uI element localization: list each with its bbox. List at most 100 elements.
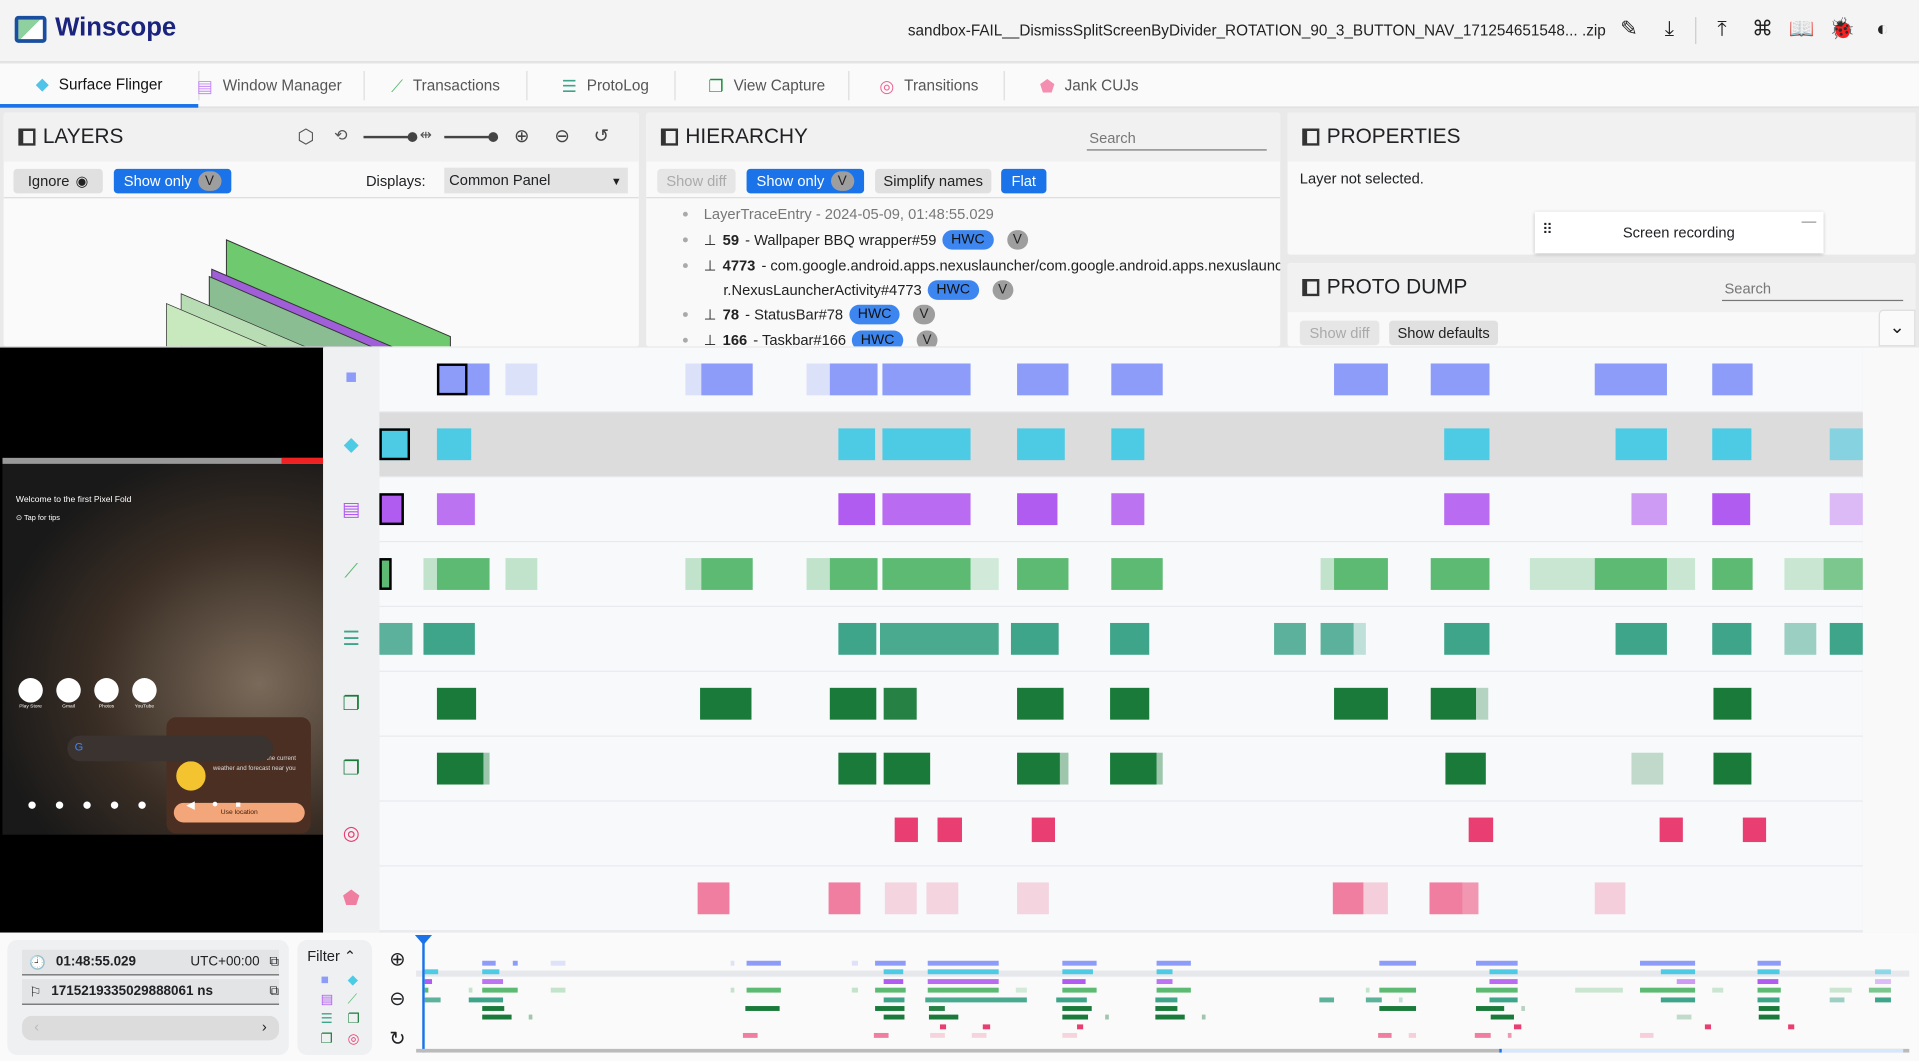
filter-list-icon[interactable]: ☰ [320,1012,333,1027]
timeline-entry[interactable] [1712,428,1752,461]
timeline-entry[interactable] [829,363,878,396]
timeline-entry[interactable] [1429,882,1463,915]
copy-icon[interactable]: ⧉ [269,954,280,969]
ns-field[interactable]: ⚐ 1715219335029888061 ns ⧉ [22,979,279,1005]
current-time-cursor[interactable] [414,935,433,1053]
minimap-scrollbar[interactable] [416,1048,1910,1053]
timeline-entry[interactable] [1334,687,1388,720]
tab-window-manager[interactable]: ▤ Window Manager [175,64,363,108]
timeline-entry[interactable] [1430,687,1477,720]
drag-handle-icon[interactable]: ⠿ [1542,220,1553,238]
google-search-bar[interactable]: G [67,735,273,762]
timeline-entry[interactable] [1111,428,1145,461]
theme-icon[interactable]: ◐ [1876,17,1889,41]
timeline-entry[interactable] [1829,622,1863,655]
zoom-in-icon[interactable]: ⊕ [514,126,530,147]
collapse-panel-icon[interactable] [660,128,679,146]
timeline-entry[interactable] [1462,882,1479,915]
timeline-entry[interactable] [879,622,999,655]
tree-item[interactable]: ⊥ 59 - Wallpaper BBQ wrapper#59 HWC V [682,230,1028,250]
timeline-entry[interactable] [829,558,878,590]
pin-icon[interactable]: ⊥ [703,331,717,347]
show-diff-button[interactable]: Show diff [1299,320,1380,346]
timeline-entry[interactable] [1110,687,1150,720]
rotation-slider[interactable] [363,132,418,142]
tab-view-capture[interactable]: ❐ View Capture [685,64,848,108]
timeline-entry[interactable] [1529,558,1595,590]
timeline-entry[interactable] [436,687,477,720]
tab-protolog[interactable]: ☰ ProtoLog [536,64,674,108]
timeline-entry[interactable] [1017,363,1069,396]
filter-copy-icon[interactable]: ❐ [347,1012,360,1027]
zoom-out-icon[interactable]: ⊖ [389,988,406,1010]
show-only-button[interactable]: Show only V [746,168,865,194]
timeline-entry[interactable] [882,428,971,461]
timeline-entry[interactable] [1320,622,1354,655]
timeline-entry[interactable] [697,882,730,915]
pin-icon[interactable]: ⊥ [703,305,717,324]
timeline-entry[interactable] [1631,493,1667,526]
timeline-entry[interactable] [1712,622,1752,655]
timeline-entry[interactable] [423,622,475,655]
timeline-entry[interactable] [829,687,877,720]
timeline-entry[interactable] [1444,493,1490,526]
timeline-entry[interactable] [884,882,917,915]
timeline-row-protolog[interactable] [379,607,1863,672]
use-location-button[interactable]: Use location [173,802,305,823]
ignore-button[interactable]: Ignore ◉ [13,168,103,194]
timeline-entry[interactable] [379,428,411,461]
timeline-entry[interactable] [1320,558,1335,590]
tips-link[interactable]: ⊙ Tap for tips [15,515,60,523]
tab-surface-flinger[interactable]: ◆ Surface Flinger [0,64,199,108]
timeline-entry[interactable] [1444,428,1490,461]
timeline-entry[interactable] [1017,687,1064,720]
prev-entry-icon[interactable]: ‹ [34,1018,40,1036]
timeline-entry[interactable] [701,363,753,396]
timeline-entry[interactable] [505,363,538,396]
timeline-entry[interactable] [700,687,752,720]
zoom-out-icon[interactable]: ⊖ [554,126,570,147]
filter-window-icon[interactable]: ▤ [320,992,334,1008]
timeline-entry[interactable] [505,558,538,590]
layers-3d-canvas[interactable] [3,199,639,347]
timeline-row-jank-cujs[interactable] [379,866,1863,932]
timeline-entry[interactable] [1017,558,1069,590]
timeline-entry[interactable] [1017,428,1065,461]
timeline-entry[interactable] [1111,558,1163,590]
proto-search-input[interactable]: Search [1722,278,1904,302]
show-defaults-button[interactable]: Show defaults [1389,320,1499,346]
timeline-entry[interactable] [467,363,490,396]
timeline-entry[interactable] [1274,622,1306,655]
timeline-entry[interactable] [1829,493,1863,526]
tree-item[interactable]: ⊥ 78 - StatusBar#78 HWC V [682,304,935,325]
zoom-in-icon[interactable]: ⊕ [389,949,406,971]
timeline-entry[interactable] [1110,752,1157,785]
timeline-entry[interactable] [379,558,392,590]
timeline-entry[interactable] [838,752,877,785]
show-diff-button[interactable]: Show diff [657,168,736,194]
app-icon[interactable]: YouTube [127,678,161,709]
timeline-entry[interactable] [1615,622,1667,655]
timeline-entry[interactable] [1823,558,1863,590]
timeline-row-transitions[interactable] [379,801,1863,867]
filter-rings-icon[interactable]: ◎ [347,1031,360,1047]
filter-video-icon[interactable]: ■ [320,973,329,988]
timeline-entry[interactable] [685,558,702,590]
timeline-entry[interactable] [379,622,413,655]
timeline-entry[interactable] [1017,882,1049,915]
hierarchy-search-input[interactable]: Search [1086,127,1267,151]
timeline-entry[interactable] [1713,687,1752,720]
timeline-entry[interactable] [806,363,830,396]
edit-icon[interactable]: ✎ [1620,17,1638,41]
minimize-icon[interactable] [1801,221,1817,223]
download-icon[interactable]: ⤓ [1664,17,1674,41]
timeline-entry[interactable] [838,493,876,526]
timeline-entry[interactable] [1742,817,1767,843]
filter-timeline-icon[interactable]: ⟋ [347,992,358,1008]
timeline-entry[interactable] [1110,622,1150,655]
flat-button[interactable]: Flat [1001,168,1047,194]
timeline-entry[interactable] [436,428,472,461]
spacing-slider[interactable] [444,132,499,142]
tree-item[interactable]: ⊥ 166 - Taskbar#166 HWC V [682,330,938,347]
app-icon[interactable]: Photos [89,678,123,709]
